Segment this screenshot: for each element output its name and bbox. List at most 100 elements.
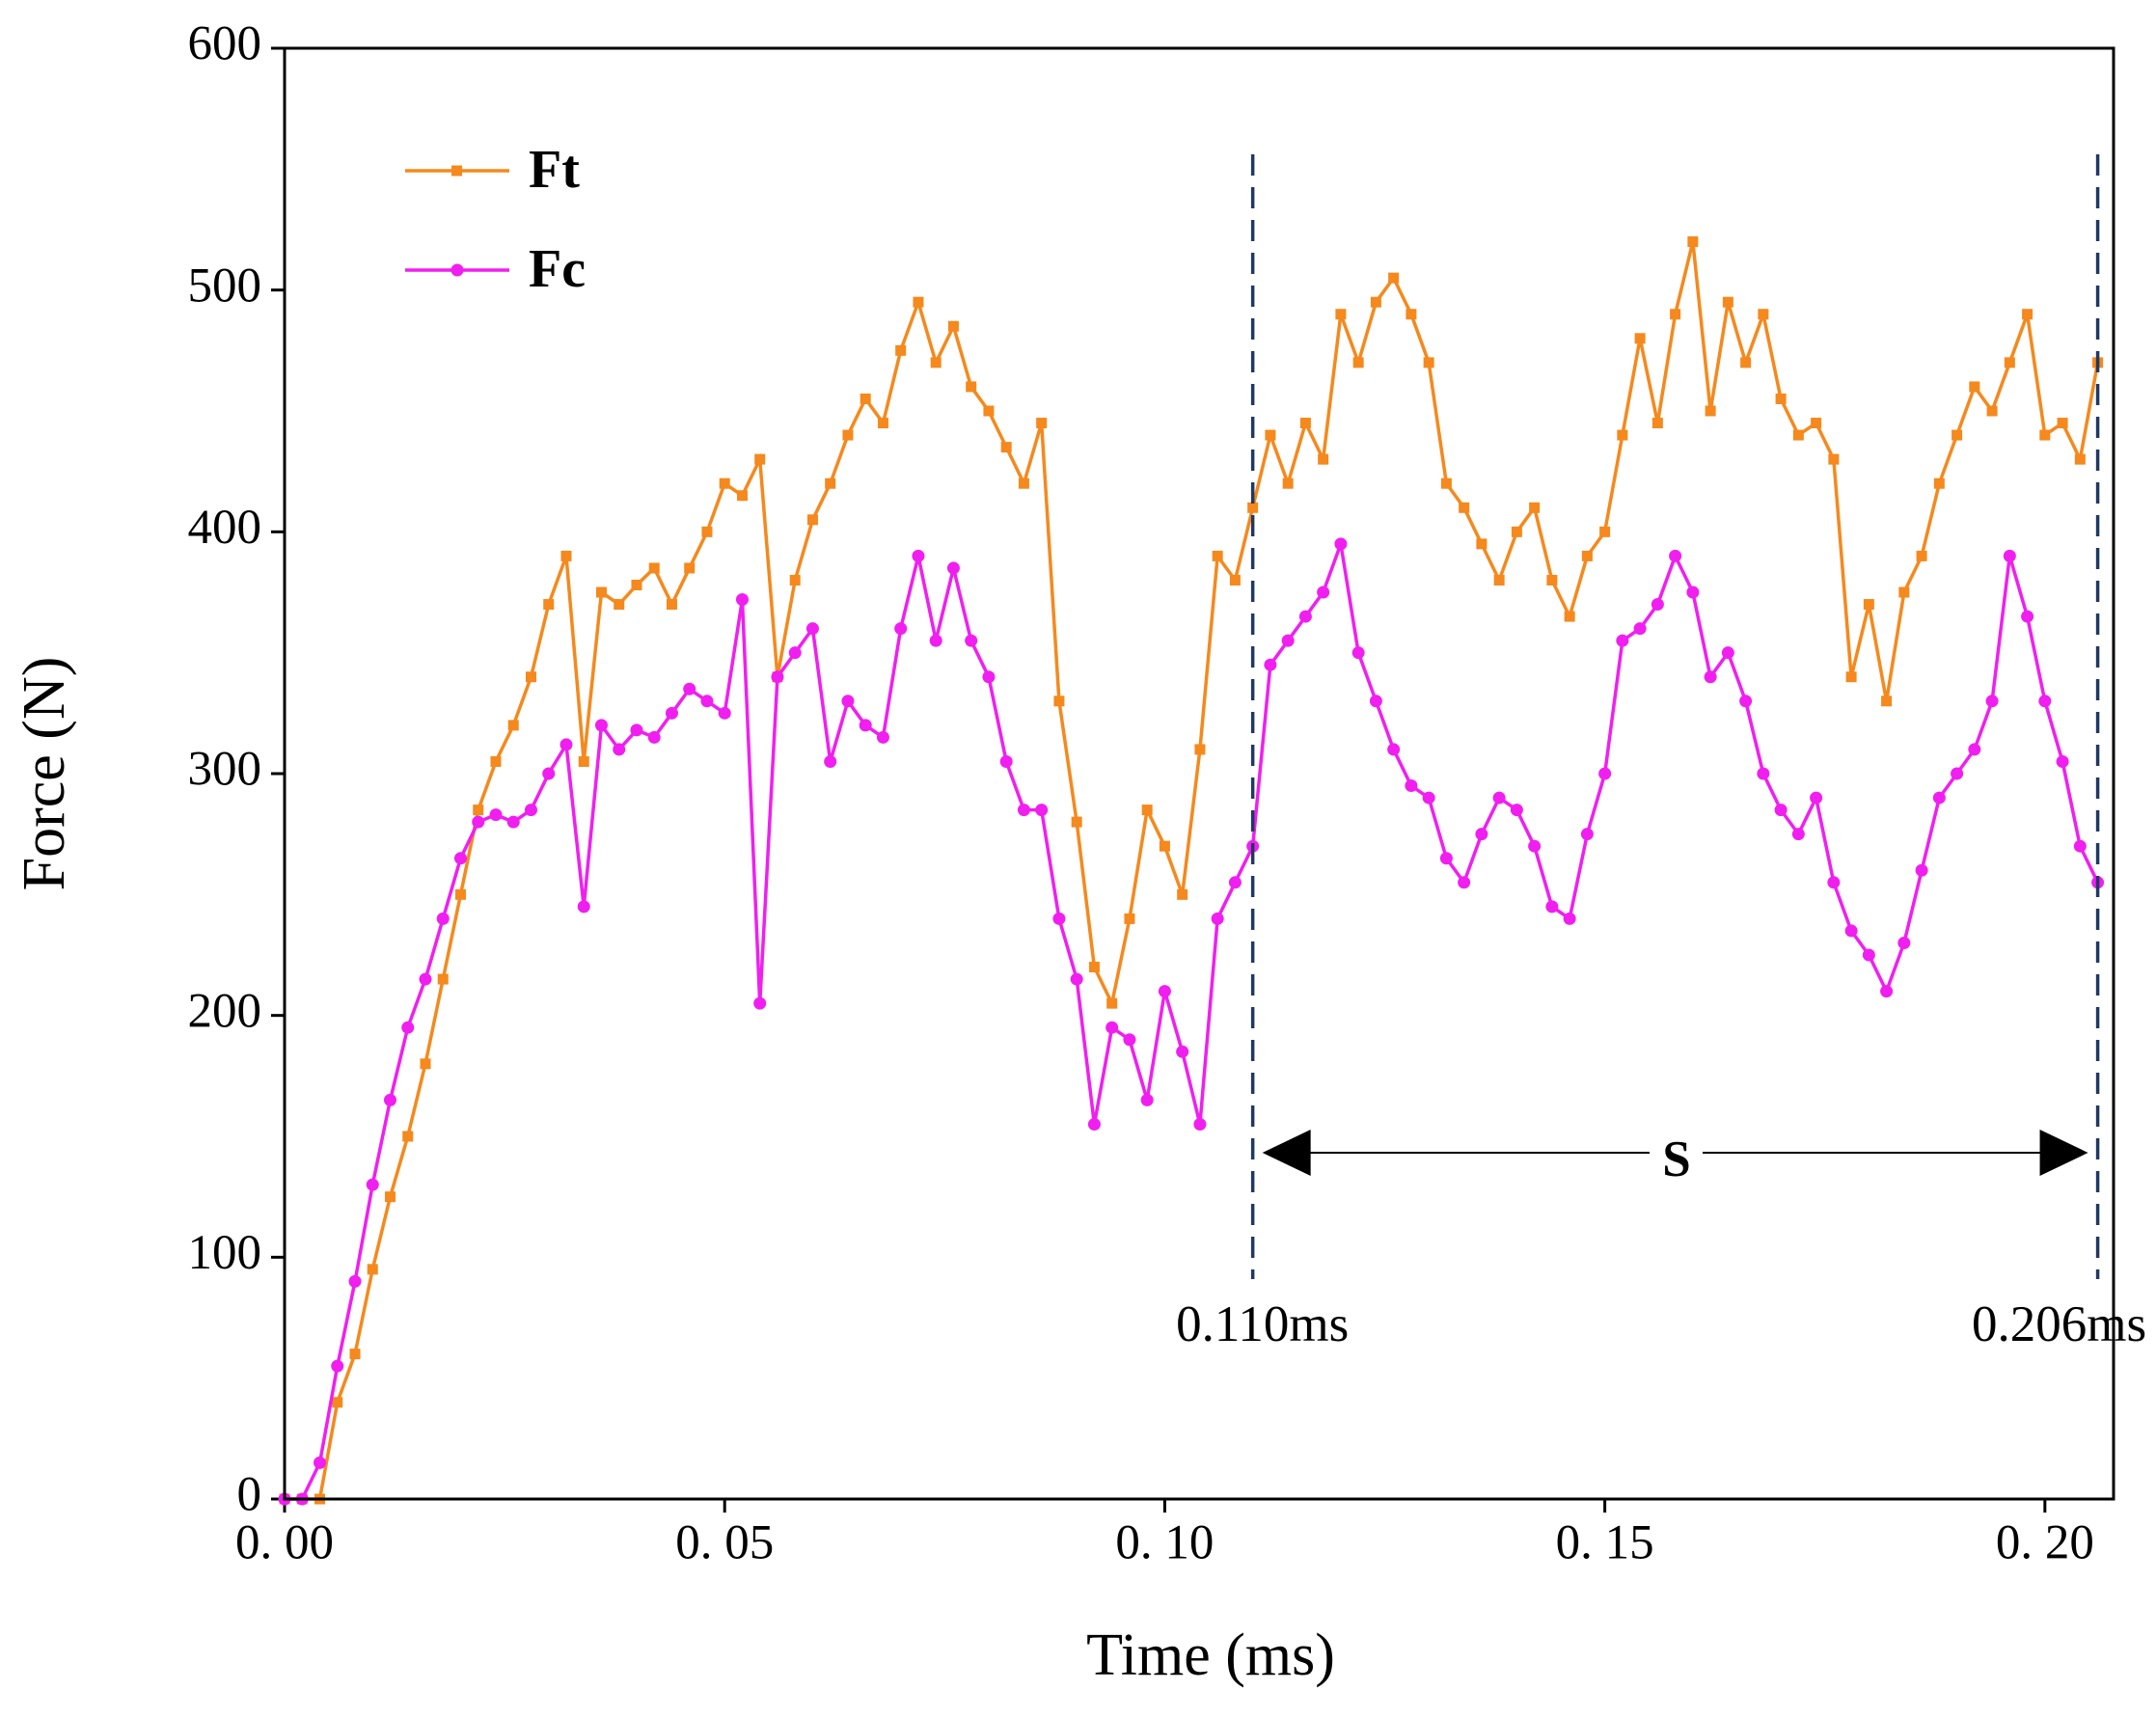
point xyxy=(2057,418,2068,429)
point xyxy=(877,418,888,429)
point xyxy=(1124,913,1135,924)
point xyxy=(1810,791,1823,804)
point xyxy=(1985,695,1999,708)
point xyxy=(648,562,660,574)
point xyxy=(1228,876,1242,889)
point xyxy=(1757,767,1770,780)
point xyxy=(1915,863,1928,877)
point xyxy=(383,1093,396,1106)
point xyxy=(1916,550,1927,561)
point xyxy=(367,1264,378,1275)
point xyxy=(1018,477,1029,489)
point xyxy=(913,296,924,308)
legend-label: Fc xyxy=(529,239,586,299)
point xyxy=(2038,695,2052,708)
point xyxy=(577,900,590,914)
point xyxy=(454,888,466,900)
point xyxy=(331,1359,344,1373)
point xyxy=(1545,900,1559,914)
point xyxy=(384,1191,396,1203)
point xyxy=(1564,611,1575,622)
point xyxy=(965,634,978,647)
point xyxy=(1529,502,1541,513)
point xyxy=(894,622,908,636)
point xyxy=(1193,1117,1207,1131)
point xyxy=(824,754,837,768)
point xyxy=(841,695,855,708)
point xyxy=(402,1131,414,1142)
point xyxy=(1511,526,1522,537)
legend-label: Ft xyxy=(529,140,580,200)
point xyxy=(1722,296,1733,308)
point xyxy=(1405,309,1417,320)
point xyxy=(1459,502,1470,513)
point xyxy=(1281,634,1295,647)
y-tick-label: 200 xyxy=(188,984,262,1038)
point xyxy=(631,579,642,590)
point xyxy=(453,852,467,865)
point xyxy=(2056,754,2069,768)
point xyxy=(1352,357,1364,368)
point xyxy=(1405,779,1418,793)
plot-frame xyxy=(283,46,2115,1501)
point xyxy=(718,706,731,720)
x-tick-label: 0. 05 xyxy=(675,1516,774,1570)
point xyxy=(1546,574,1558,586)
point xyxy=(666,599,677,611)
point xyxy=(349,1349,361,1360)
point xyxy=(1141,804,1153,816)
point xyxy=(1933,477,1945,489)
y-tick-label: 300 xyxy=(188,743,262,797)
y-tick-label: 100 xyxy=(188,1226,262,1280)
point xyxy=(771,670,784,684)
x-tick-label: 0. 10 xyxy=(1115,1516,1214,1570)
point xyxy=(1335,309,1347,320)
point xyxy=(1369,695,1382,708)
series-line xyxy=(285,241,2100,1501)
point xyxy=(1299,418,1311,429)
point xyxy=(860,393,871,404)
point xyxy=(912,549,925,562)
point xyxy=(806,514,818,526)
span-label: S xyxy=(1662,1132,1690,1187)
point xyxy=(1844,924,1858,938)
x-tick-label: 0. 20 xyxy=(1996,1516,2094,1570)
point xyxy=(437,973,449,985)
point xyxy=(1388,272,1400,284)
point xyxy=(1158,985,1171,998)
point xyxy=(1986,405,1998,417)
point xyxy=(1159,840,1170,852)
point xyxy=(401,1021,415,1034)
point xyxy=(647,730,661,744)
point xyxy=(983,405,995,417)
point xyxy=(1775,393,1787,404)
point xyxy=(719,477,730,489)
x-tick-label: 0. 15 xyxy=(1556,1516,1654,1570)
point xyxy=(947,320,959,332)
point xyxy=(1880,985,1894,998)
point xyxy=(2039,429,2051,441)
point xyxy=(419,972,432,986)
point xyxy=(1071,816,1082,828)
point xyxy=(1422,791,1435,804)
point xyxy=(966,381,977,393)
y-tick-label: 500 xyxy=(188,259,262,313)
legend-marker xyxy=(451,165,462,177)
point xyxy=(1951,767,1964,780)
point xyxy=(1528,839,1542,853)
point xyxy=(1247,502,1259,513)
point xyxy=(614,599,625,611)
point xyxy=(1440,477,1452,489)
point xyxy=(1298,610,1312,623)
point xyxy=(543,599,555,611)
x-axis-label: Time (ms) xyxy=(1086,1623,1335,1688)
point xyxy=(1758,309,1769,320)
point xyxy=(1563,912,1576,925)
point xyxy=(1017,804,1030,817)
point xyxy=(1265,429,1276,441)
point xyxy=(1105,1021,1119,1034)
point xyxy=(472,815,485,829)
point xyxy=(578,755,589,767)
point xyxy=(1087,1117,1101,1131)
point xyxy=(1423,357,1434,368)
